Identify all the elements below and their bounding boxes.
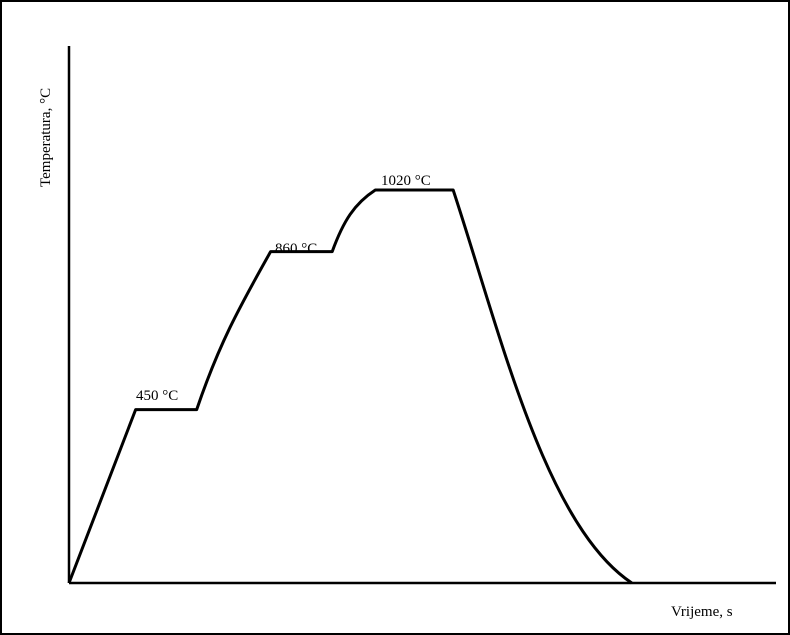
plateau-label-450: 450 °C xyxy=(136,388,178,404)
x-axis-label: Vrijeme, s xyxy=(671,604,733,620)
y-axis-label: Temperatura, °C xyxy=(38,88,54,187)
plateau-label-1020: 1020 °C xyxy=(381,173,431,189)
plateau-label-860: 860 °C xyxy=(275,241,317,257)
heating-cooling-curve xyxy=(67,188,633,585)
